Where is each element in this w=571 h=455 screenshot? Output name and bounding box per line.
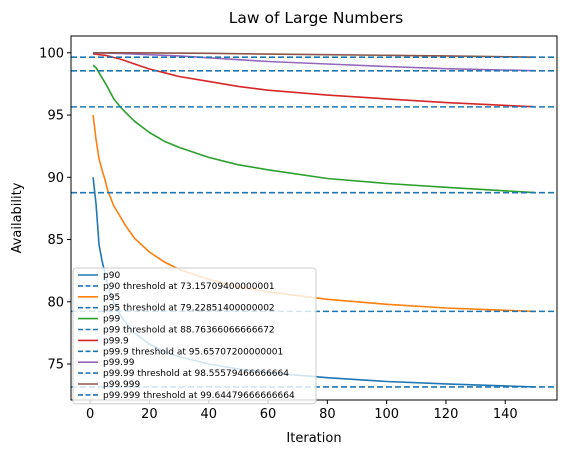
legend-entry: p99.999 threshold at 99.64479666666664 [103,391,295,401]
series-5-line [92,64,535,194]
y-tick-label: 80 [47,295,64,310]
legend-entry: p99.999 [103,380,140,390]
x-axis-ticks: 0 20 40 60 80 100 120 140 [86,400,518,422]
y-tick-label: 85 [47,233,64,248]
x-tick-label: 120 [434,407,459,422]
x-tick-label: 140 [493,407,518,422]
legend-entry: p90 [103,271,120,281]
legend-entry: p95 [103,293,120,303]
y-tick-label: 75 [47,358,64,373]
y-axis-ticks: 75 80 85 90 95 100 [39,46,71,373]
legend-entry: p99 threshold at 88.76366066666672 [103,326,275,336]
x-tick-label: 20 [141,407,158,422]
x-tick-label: 80 [319,407,336,422]
y-axis-label: Availability [10,182,25,253]
x-axis-label: Iteration [286,431,341,446]
legend-entry: p99.9 threshold at 95.65707200000001 [103,347,283,357]
chart-title: Law of Large Numbers [229,9,403,27]
legend-entry: p95 threshold at 79.22851400000002 [103,304,275,314]
legend-box [72,267,317,405]
y-tick-label: 90 [47,171,64,186]
legend-entry: p99.9 [103,336,129,346]
y-tick-label: 95 [47,109,64,124]
series-3-line [92,114,535,313]
series-11-line [93,52,535,58]
legend-entry: p99.99 [103,358,135,368]
x-tick-label: 60 [260,407,277,422]
x-tick-label: 100 [374,407,399,422]
legend-entry: p90 threshold at 73.15709400000001 [103,282,275,292]
series-7-line [93,53,535,108]
legend-entry: p99.99 threshold at 98.55579466666664 [103,369,289,379]
legend-entry: p99 [103,315,120,325]
x-tick-label: 40 [200,407,217,422]
x-tick-label: 0 [86,407,94,422]
y-tick-label: 100 [39,46,64,61]
